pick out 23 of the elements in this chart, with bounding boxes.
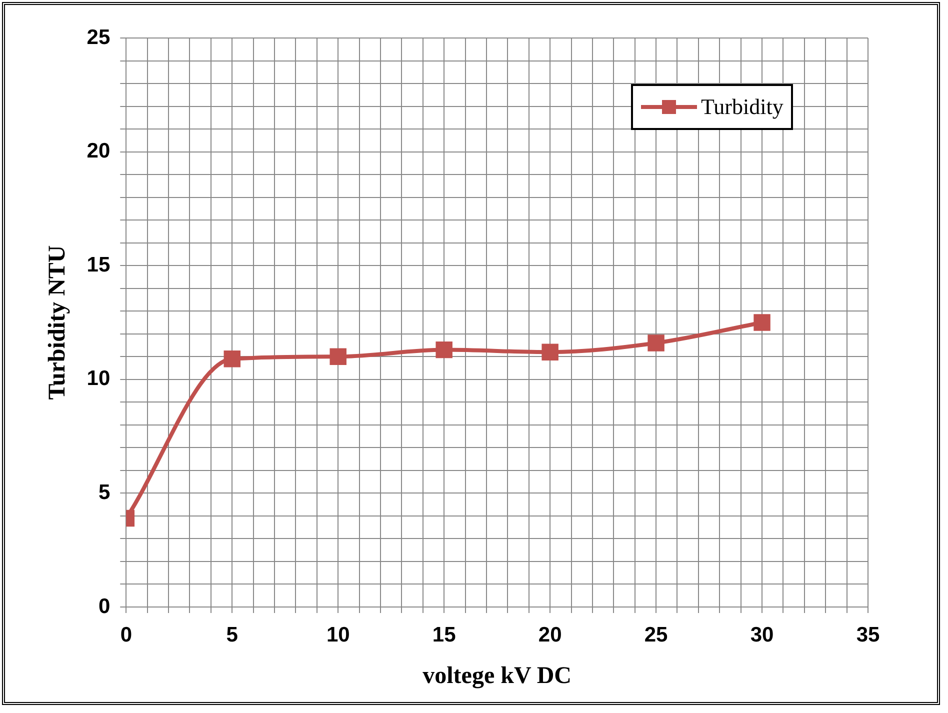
y-tick-label: 20 <box>86 140 110 163</box>
point <box>330 348 346 366</box>
point <box>436 341 452 358</box>
point <box>648 334 664 352</box>
y-axis-title: Turbidity NTU <box>44 245 71 400</box>
x-tick-label: 20 <box>538 623 562 646</box>
x-tick-label: 0 <box>120 623 132 646</box>
x-axis-title: voltege kV DC <box>422 662 572 689</box>
x-tick-label: 30 <box>750 623 774 646</box>
x-tick-label: 15 <box>432 623 456 646</box>
legend-label: Turbidity <box>701 94 784 120</box>
y-tick-label: 10 <box>86 367 110 390</box>
x-tick-label: 10 <box>326 623 350 646</box>
y-tick-label: 25 <box>86 26 110 49</box>
point <box>542 344 558 360</box>
point <box>754 314 770 331</box>
x-tick-label: 35 <box>856 623 880 646</box>
y-tick-label: 15 <box>86 253 110 276</box>
point <box>224 350 240 368</box>
x-tick-label: 25 <box>644 623 668 646</box>
x-tick-label: 5 <box>226 623 238 646</box>
y-tick-label: 5 <box>98 480 110 504</box>
y-tick-label: 0 <box>98 594 110 618</box>
